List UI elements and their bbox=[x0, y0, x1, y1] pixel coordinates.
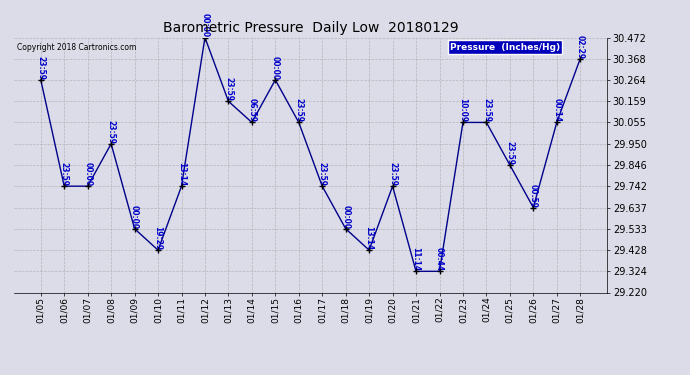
Text: 00:00: 00:00 bbox=[341, 205, 351, 229]
Text: 23:59: 23:59 bbox=[388, 162, 397, 186]
Text: 06:59: 06:59 bbox=[247, 98, 257, 122]
Text: 11:14: 11:14 bbox=[411, 247, 420, 272]
Text: 23:59: 23:59 bbox=[294, 98, 304, 122]
Text: 23:59: 23:59 bbox=[107, 120, 116, 144]
Text: 23:59: 23:59 bbox=[505, 141, 514, 165]
Text: 00:00: 00:00 bbox=[270, 56, 280, 80]
Text: 13:14: 13:14 bbox=[364, 226, 374, 250]
Text: 02:29: 02:29 bbox=[575, 34, 584, 58]
Text: 00:00: 00:00 bbox=[83, 162, 92, 186]
Text: 00:59: 00:59 bbox=[529, 184, 538, 208]
Text: 13:14: 13:14 bbox=[177, 162, 186, 186]
Text: 00:44: 00:44 bbox=[435, 247, 444, 272]
Text: 19:29: 19:29 bbox=[154, 226, 163, 250]
Text: 00:14: 00:14 bbox=[552, 98, 561, 122]
Text: Pressure  (Inches/Hg): Pressure (Inches/Hg) bbox=[450, 43, 560, 52]
Text: 23:59: 23:59 bbox=[224, 77, 233, 101]
Text: 00:00: 00:00 bbox=[201, 13, 210, 38]
Text: 23:59: 23:59 bbox=[317, 162, 327, 186]
Text: 23:59: 23:59 bbox=[482, 98, 491, 122]
Text: 23:59: 23:59 bbox=[37, 56, 46, 80]
Text: Copyright 2018 Cartronics.com: Copyright 2018 Cartronics.com bbox=[17, 43, 136, 52]
Text: 00:00: 00:00 bbox=[130, 205, 139, 229]
Text: 10:09: 10:09 bbox=[458, 98, 467, 122]
Title: Barometric Pressure  Daily Low  20180129: Barometric Pressure Daily Low 20180129 bbox=[163, 21, 458, 35]
Text: 23:59: 23:59 bbox=[60, 162, 69, 186]
